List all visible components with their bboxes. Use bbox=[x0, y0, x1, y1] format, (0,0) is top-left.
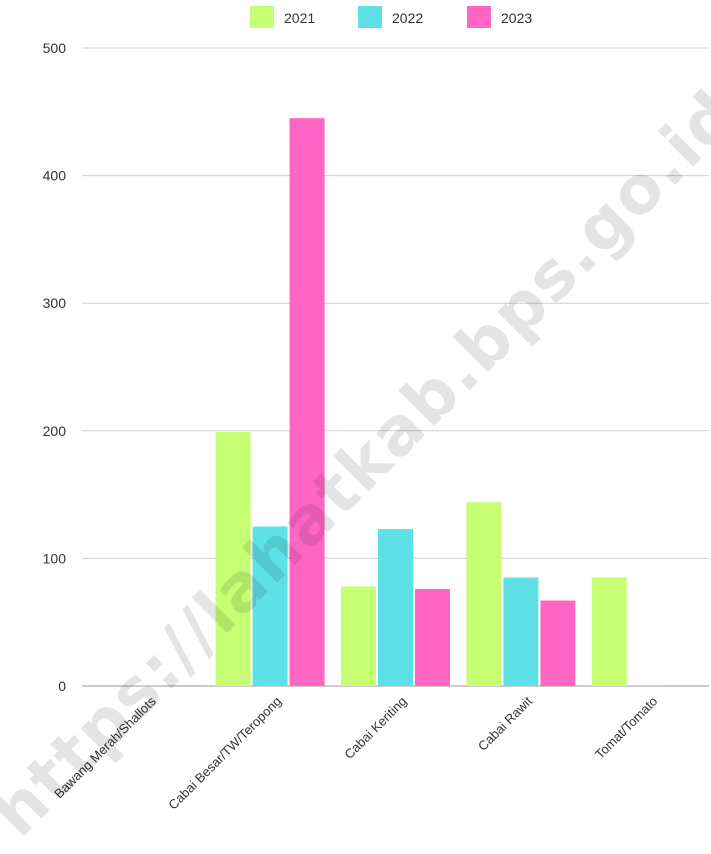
legend-label: 2022 bbox=[392, 10, 423, 26]
bar-2023-1 bbox=[289, 118, 325, 687]
legend-label: 2023 bbox=[501, 10, 532, 26]
x-tick-label: Tomat/Tomato bbox=[592, 694, 660, 762]
bar-2021-3 bbox=[466, 502, 502, 686]
y-tick-label: 100 bbox=[43, 550, 67, 566]
x-tick-label: Cabai Keriting bbox=[341, 694, 409, 762]
bar-2022-1 bbox=[252, 526, 288, 686]
bar-2022-4 bbox=[628, 685, 664, 686]
watermark: https://lahatkab.bps.go.id bbox=[0, 75, 711, 851]
legend-label: 2021 bbox=[284, 10, 315, 26]
bar-2023-3 bbox=[540, 600, 576, 686]
y-axis: 0 100 200 300 400 500 bbox=[43, 40, 67, 694]
y-tick-label: 200 bbox=[43, 423, 67, 439]
bar-2021-1 bbox=[215, 432, 251, 686]
y-tick-label: 0 bbox=[58, 678, 66, 694]
x-tick-label: Cabai Besar/TW/Teropong bbox=[165, 694, 284, 813]
bar-2023-2 bbox=[415, 589, 450, 686]
y-tick-label: 300 bbox=[43, 295, 67, 311]
y-tick-label: 500 bbox=[43, 40, 67, 56]
bar-2021-4 bbox=[591, 577, 627, 686]
bar-2022-3 bbox=[503, 577, 539, 686]
bar-2022-0 bbox=[127, 685, 163, 686]
y-tick-label: 400 bbox=[43, 168, 67, 184]
bar-2022-2 bbox=[378, 529, 413, 686]
legend-swatch-2023 bbox=[467, 6, 491, 28]
bars bbox=[127, 118, 664, 687]
bar-2021-2 bbox=[341, 586, 376, 686]
legend: 2021 2022 2023 bbox=[250, 6, 532, 28]
legend-swatch-2022 bbox=[358, 6, 382, 28]
bar-2023-0 bbox=[164, 685, 200, 686]
x-tick-label: Cabai Rawit bbox=[475, 693, 535, 753]
legend-swatch-2021 bbox=[250, 6, 274, 28]
